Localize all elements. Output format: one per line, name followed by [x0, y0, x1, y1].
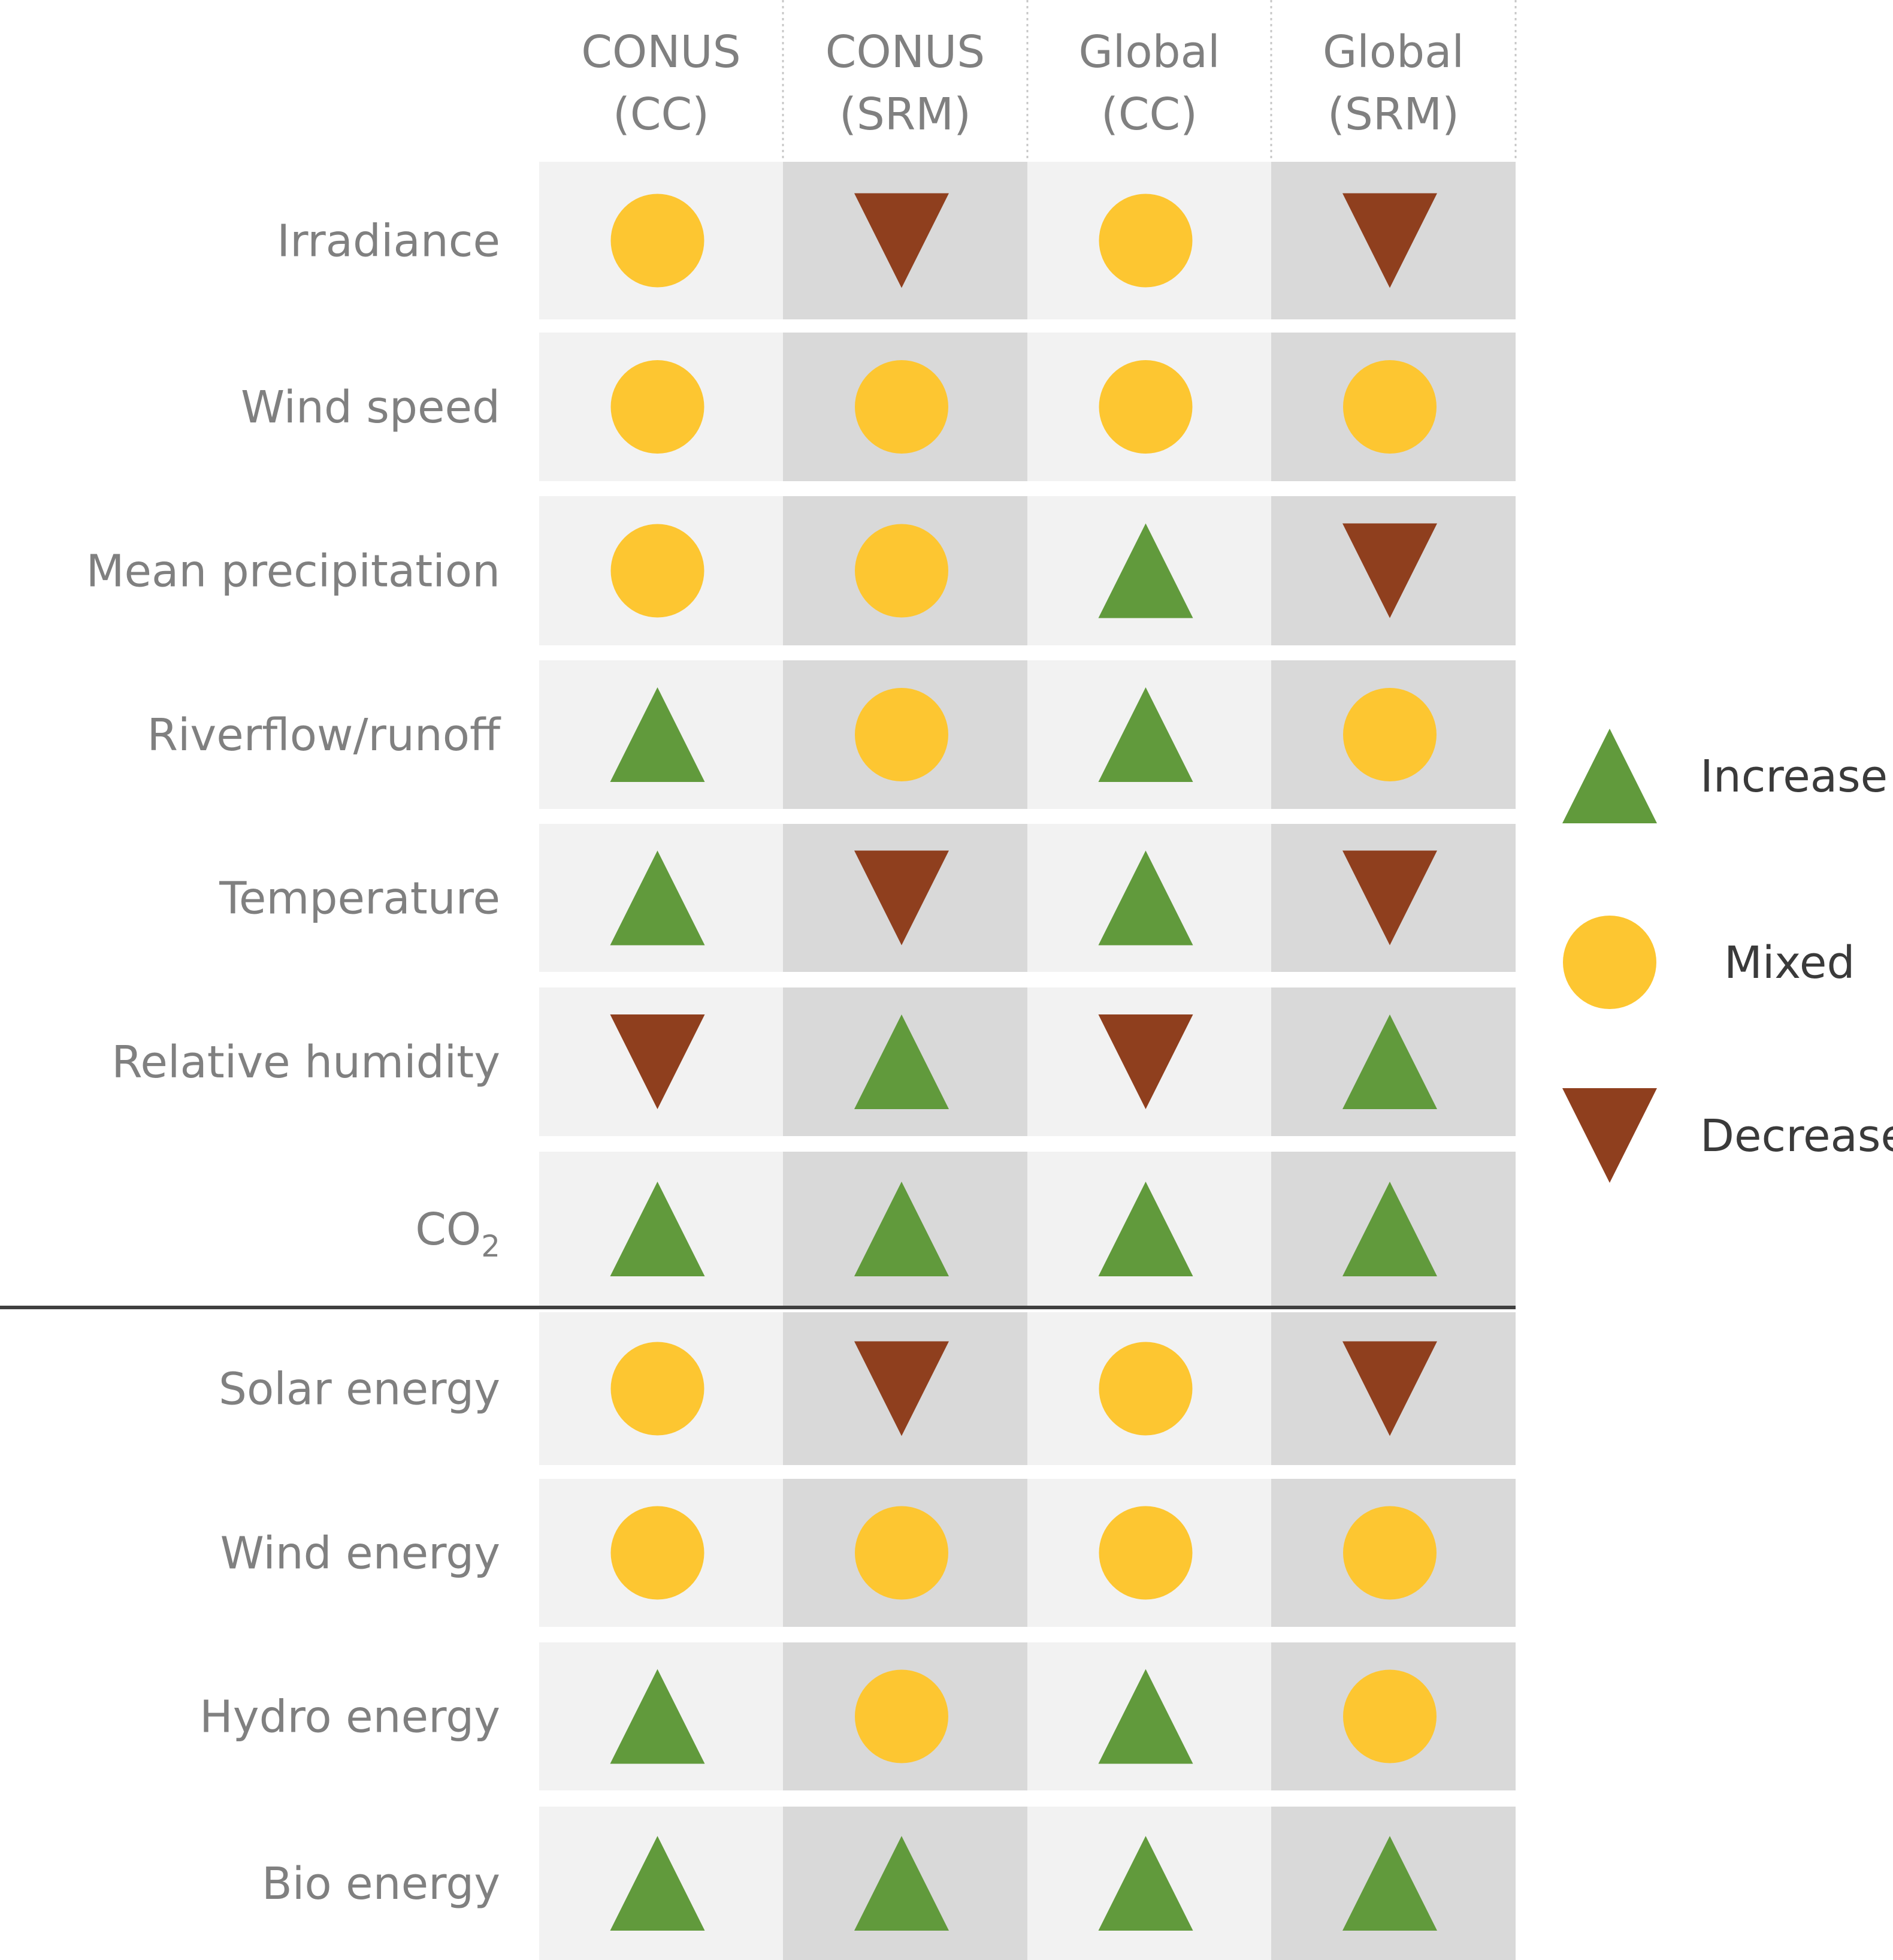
decrease-triangle-icon: [1342, 850, 1437, 946]
mixed-circle-icon: [610, 360, 704, 454]
column-header-line1: CONUS: [581, 26, 740, 78]
increase-triangle-icon: [854, 1836, 949, 1931]
matrix-row: Relative humidity: [111, 987, 1516, 1136]
row-label: Solar energy: [219, 1364, 500, 1415]
mixed-circle-icon: [610, 194, 704, 288]
column-header-line2: (CC): [1101, 89, 1198, 140]
increase-triangle-icon: [1342, 1836, 1437, 1931]
matrix-row: Bio energy: [262, 1807, 1516, 1960]
matrix-row: Irradiance: [277, 162, 1516, 319]
increase-triangle-icon: [1098, 1182, 1193, 1276]
row-label: Mean precipitation: [86, 546, 500, 597]
increase-triangle-icon: [610, 1182, 705, 1276]
mixed-circle-icon: [1099, 1342, 1193, 1436]
increase-triangle-icon: [610, 850, 705, 946]
up-triangle-icon: [1562, 729, 1657, 823]
decrease-triangle-icon: [1342, 193, 1437, 288]
mixed-circle-icon: [1343, 360, 1437, 454]
mixed-circle-icon: [610, 524, 704, 618]
mixed-circle-icon: [855, 524, 948, 618]
mixed-circle-icon: [855, 360, 948, 454]
row-label: Riverflow/runoff: [147, 709, 501, 761]
decrease-triangle-icon: [610, 1014, 705, 1109]
column-header-line2: (CC): [613, 89, 709, 140]
mixed-circle-icon: [610, 1342, 704, 1436]
mixed-circle-icon: [1099, 194, 1193, 288]
legend-label: Decrease: [1700, 1110, 1893, 1162]
increase-triangle-icon: [854, 1014, 949, 1109]
row-label: Wind speed: [241, 382, 500, 433]
column-header-line1: CONUS: [825, 26, 985, 78]
column-header-line2: (SRM): [839, 89, 971, 140]
mixed-circle-icon: [855, 1669, 948, 1763]
column-header-line2: (SRM): [1327, 89, 1459, 140]
matrix-row: Temperature: [219, 824, 1516, 972]
row-label: Bio energy: [262, 1858, 500, 1910]
matrix-row: CO2: [415, 1152, 1516, 1306]
row-label: Relative humidity: [111, 1037, 500, 1088]
row-label: Hydro energy: [199, 1692, 500, 1743]
column-header-line1: Global: [1078, 26, 1220, 78]
mixed-circle-icon: [1343, 688, 1437, 781]
matrix-row: Riverflow/runoff: [147, 660, 1516, 809]
column-header-line1: Global: [1323, 26, 1464, 78]
matrix-row: Wind speed: [241, 333, 1516, 481]
decrease-triangle-icon: [854, 193, 949, 288]
mixed-circle-icon: [610, 1506, 704, 1600]
increase-triangle-icon: [1098, 850, 1193, 946]
matrix-row: Hydro energy: [199, 1642, 1516, 1790]
mixed-circle-icon: [1343, 1506, 1437, 1600]
decrease-triangle-icon: [1342, 1341, 1437, 1436]
legend: Increase Mixed Decrease: [1562, 729, 1893, 1183]
matrix-row: Mean precipitation: [86, 496, 1516, 645]
mixed-circle-icon: [1099, 1506, 1193, 1600]
increase-triangle-icon: [1098, 1836, 1193, 1931]
increase-triangle-icon: [610, 1669, 705, 1764]
legend-label: Increase: [1700, 751, 1888, 802]
row-label: Temperature: [219, 873, 500, 925]
increase-triangle-icon: [1342, 1182, 1437, 1276]
mixed-circle-icon: [1343, 1669, 1437, 1763]
mixed-circle-icon: [1099, 360, 1193, 454]
matrix-row: Solar energy: [219, 1312, 1516, 1465]
decrease-triangle-icon: [1098, 1014, 1193, 1109]
decrease-triangle-icon: [1342, 523, 1437, 618]
circle-icon: [1563, 916, 1656, 1009]
row-label: Wind energy: [220, 1528, 500, 1580]
row-label: Irradiance: [277, 216, 500, 267]
increase-triangle-icon: [610, 1836, 705, 1931]
mixed-circle-icon: [855, 688, 948, 781]
matrix-row: Wind energy: [220, 1479, 1516, 1627]
down-triangle-icon: [1562, 1088, 1657, 1183]
increase-triangle-icon: [854, 1182, 949, 1276]
increase-triangle-icon: [610, 687, 705, 782]
increase-triangle-icon: [1098, 523, 1193, 618]
decrease-triangle-icon: [854, 850, 949, 946]
decrease-triangle-icon: [854, 1341, 949, 1436]
increase-triangle-icon: [1098, 1669, 1193, 1764]
legend-label: Mixed: [1724, 937, 1855, 989]
row-label: CO2: [415, 1204, 500, 1264]
increase-triangle-icon: [1342, 1014, 1437, 1109]
mixed-circle-icon: [855, 1506, 948, 1600]
increase-triangle-icon: [1098, 687, 1193, 782]
